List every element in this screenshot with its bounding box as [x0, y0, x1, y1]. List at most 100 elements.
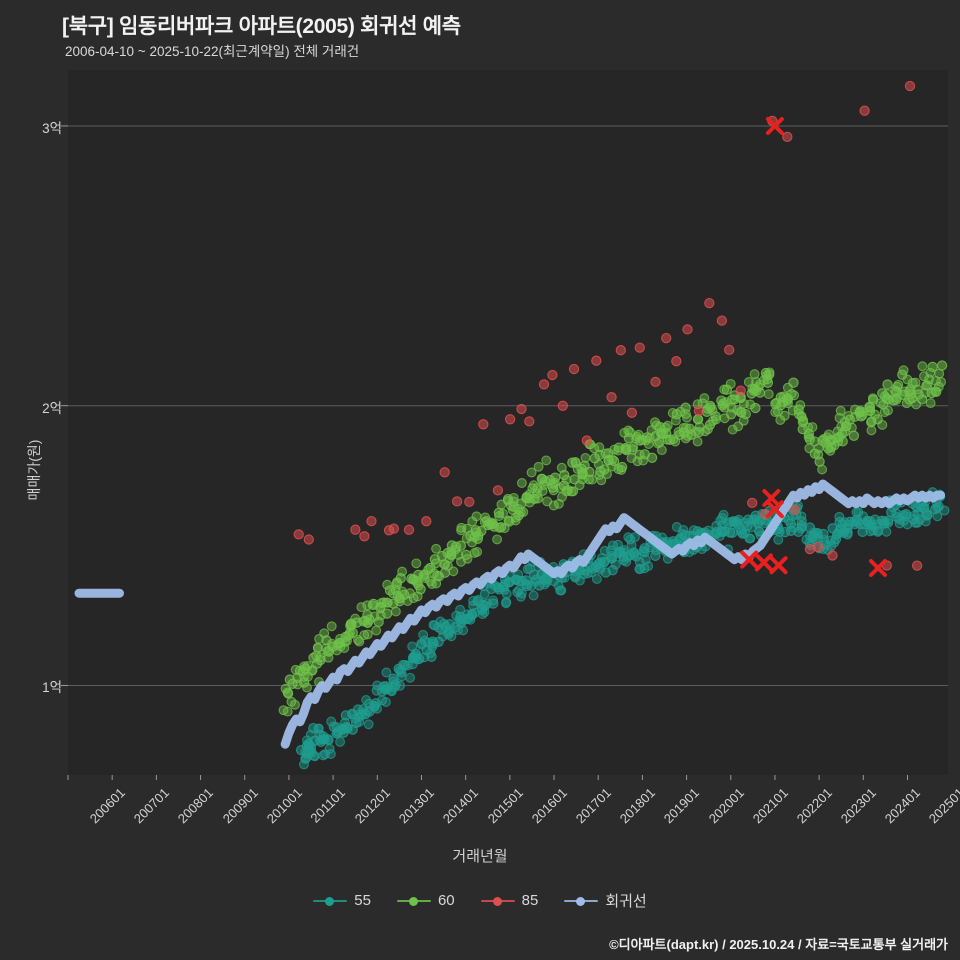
- data-point: [568, 486, 579, 497]
- data-point: [607, 553, 618, 564]
- data-point: [646, 452, 658, 463]
- footer-credit: ©디아파트(dapt.kr) / 2025.10.24 / 자료=국토교통부 실…: [609, 937, 948, 952]
- data-point: [469, 608, 480, 618]
- data-point: [356, 602, 367, 613]
- data-point: [782, 131, 793, 143]
- data-point: [906, 389, 916, 400]
- data-point: [492, 534, 503, 545]
- data-point: [680, 433, 691, 444]
- data-point: [462, 553, 473, 564]
- data-point: [439, 618, 449, 629]
- data-point: [387, 588, 398, 599]
- data-point: [477, 609, 488, 620]
- data-point: [458, 625, 469, 636]
- series-60: [278, 360, 948, 717]
- data-point: [607, 565, 618, 576]
- legend-item-55[interactable]: 55: [313, 892, 371, 909]
- data-point: [656, 445, 667, 456]
- legend-item-60[interactable]: 60: [396, 892, 455, 909]
- data-point: [719, 413, 730, 424]
- data-point: [877, 419, 888, 430]
- data-point: [904, 80, 916, 92]
- data-point: [306, 666, 317, 676]
- regression-line-group: [74, 479, 946, 749]
- data-point: [832, 426, 843, 437]
- data-point: [879, 407, 890, 418]
- data-point: [922, 509, 933, 520]
- data-point: [354, 716, 365, 727]
- legend-marker-icon: [396, 894, 431, 908]
- data-point: [429, 568, 439, 579]
- data-point: [556, 462, 567, 473]
- data-point: [719, 384, 730, 395]
- data-point: [471, 511, 482, 522]
- data-point: [403, 524, 415, 535]
- data-point: [494, 522, 505, 533]
- data-point: [707, 405, 718, 416]
- data-point: [707, 415, 718, 426]
- data-point: [345, 620, 356, 631]
- data-point: [641, 435, 651, 446]
- cancelled-marker: [754, 553, 773, 572]
- data-point: [898, 516, 909, 526]
- data-point: [915, 514, 926, 525]
- legend-label: 85: [521, 892, 539, 909]
- data-point: [747, 497, 758, 509]
- data-point: [615, 345, 626, 356]
- data-point: [381, 667, 392, 678]
- data-point: [774, 526, 785, 537]
- data-point: [789, 504, 800, 515]
- data-point: [354, 711, 365, 722]
- data-point: [280, 683, 291, 694]
- data-point: [736, 524, 747, 535]
- data-point: [362, 629, 373, 640]
- data-point: [342, 722, 353, 733]
- data-point: [359, 531, 370, 542]
- data-point: [390, 606, 401, 617]
- data-point: [464, 496, 475, 508]
- data-point: [407, 641, 418, 652]
- data-point: [671, 356, 682, 367]
- data-point: [867, 393, 878, 404]
- data-point: [910, 501, 921, 512]
- data-point: [727, 527, 738, 538]
- data-point: [846, 422, 857, 433]
- data-point: [628, 442, 639, 452]
- data-point: [538, 480, 549, 491]
- data-point: [504, 414, 516, 425]
- data-point: [593, 459, 604, 470]
- data-point: [434, 571, 445, 582]
- data-point: [369, 702, 380, 712]
- data-point: [439, 467, 450, 478]
- data-point: [468, 596, 479, 606]
- data-point: [452, 625, 463, 635]
- data-point: [804, 443, 815, 454]
- x-axis-label: 거래년월: [452, 848, 508, 865]
- data-point: [322, 646, 333, 656]
- cancelled-marker: [765, 117, 784, 135]
- data-point: [719, 402, 730, 413]
- data-point: [812, 541, 824, 553]
- data-point: [677, 529, 688, 540]
- data-point: [595, 564, 606, 575]
- legend-item-85[interactable]: 85: [480, 892, 539, 909]
- legend-label: 회귀선: [605, 893, 647, 910]
- legend-item-회귀선[interactable]: 회귀선: [564, 890, 647, 911]
- data-point: [796, 411, 807, 422]
- data-point: [909, 510, 920, 521]
- y-tick-label: 2억: [42, 400, 62, 416]
- data-point: [557, 400, 568, 411]
- data-point: [749, 369, 760, 380]
- regression-line: [280, 479, 946, 749]
- data-point: [472, 546, 483, 557]
- data-point: [848, 430, 860, 441]
- data-point: [559, 469, 570, 481]
- data-point: [635, 564, 645, 575]
- data-point: [920, 387, 931, 398]
- data-point: [396, 671, 407, 682]
- data-point: [326, 621, 337, 632]
- data-point: [682, 412, 692, 423]
- data-point: [367, 600, 378, 611]
- data-point: [568, 363, 580, 375]
- data-point: [319, 628, 330, 639]
